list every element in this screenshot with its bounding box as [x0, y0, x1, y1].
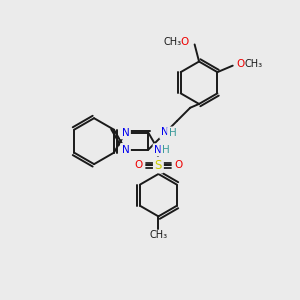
Text: N: N — [154, 145, 162, 155]
Text: CH₃: CH₃ — [149, 230, 167, 240]
Text: CH₃: CH₃ — [245, 59, 263, 70]
Text: O: O — [175, 160, 183, 170]
Text: N: N — [122, 145, 129, 154]
Text: CH₃: CH₃ — [164, 37, 181, 47]
Text: O: O — [180, 37, 188, 47]
Text: O: O — [237, 59, 245, 70]
Text: N: N — [161, 128, 169, 137]
Text: O: O — [134, 160, 142, 170]
Text: N: N — [122, 128, 129, 138]
Text: H: H — [169, 128, 176, 138]
Text: H: H — [162, 146, 170, 155]
Text: S: S — [155, 159, 162, 172]
